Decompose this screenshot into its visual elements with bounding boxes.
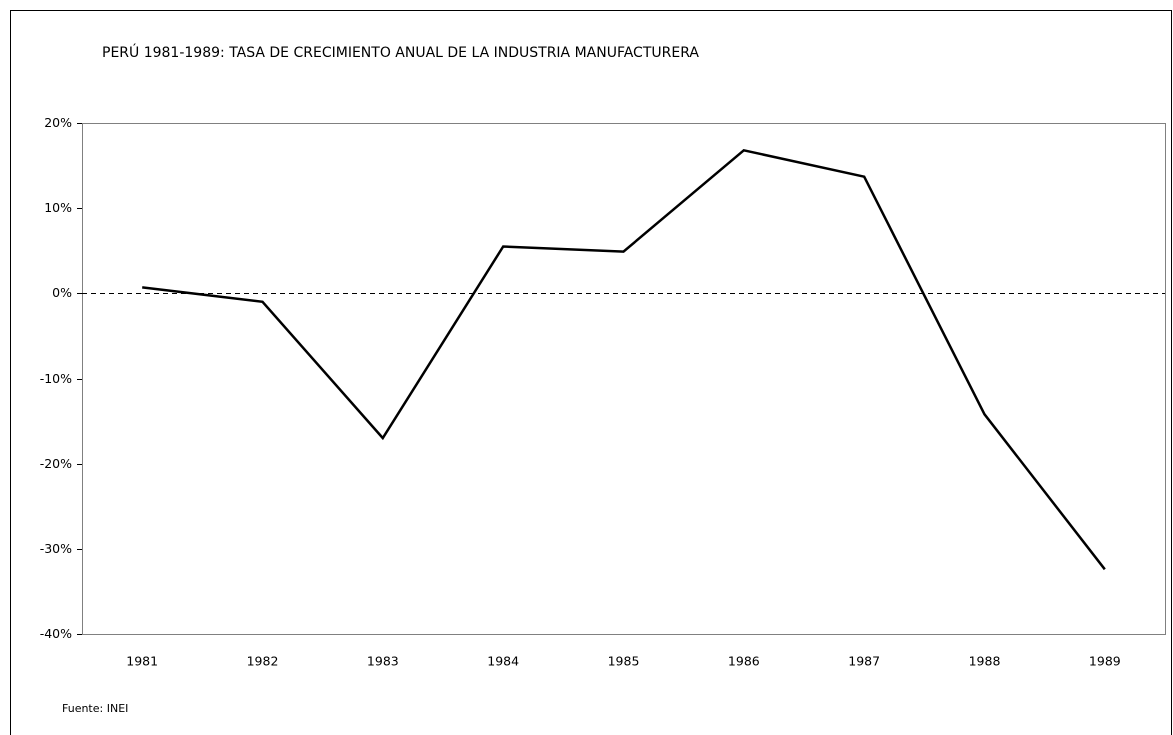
x-tick-label: 1983 (367, 654, 399, 669)
data-line (142, 148, 1106, 571)
chart-title: PERÚ 1981-1989: TASA DE CRECIMIENTO ANUA… (102, 43, 699, 61)
x-tick-label: 1986 (728, 654, 760, 669)
x-tick-label: 1982 (247, 654, 279, 669)
y-tick-label: -30% (40, 541, 72, 556)
y-tick-label: 10% (44, 200, 72, 215)
chart-border (10, 10, 1172, 735)
plot-area (82, 123, 1166, 635)
x-tick-label: 1987 (848, 654, 880, 669)
source-note: Fuente: INEI (62, 702, 128, 715)
x-tick-label: 1985 (608, 654, 640, 669)
y-tick-label: -20% (40, 456, 72, 471)
y-tick-label: -40% (40, 626, 72, 641)
x-tick-label: 1988 (969, 654, 1001, 669)
y-tick-label: -10% (40, 371, 72, 386)
x-tick-label: 1981 (126, 654, 158, 669)
x-tick-label: 1989 (1089, 654, 1121, 669)
y-tick-label: 0% (52, 285, 72, 300)
x-tick-label: 1984 (487, 654, 519, 669)
y-tick-label: 20% (44, 115, 72, 130)
